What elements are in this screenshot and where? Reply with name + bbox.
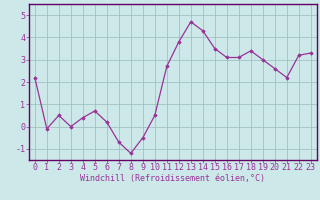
- X-axis label: Windchill (Refroidissement éolien,°C): Windchill (Refroidissement éolien,°C): [80, 174, 265, 183]
